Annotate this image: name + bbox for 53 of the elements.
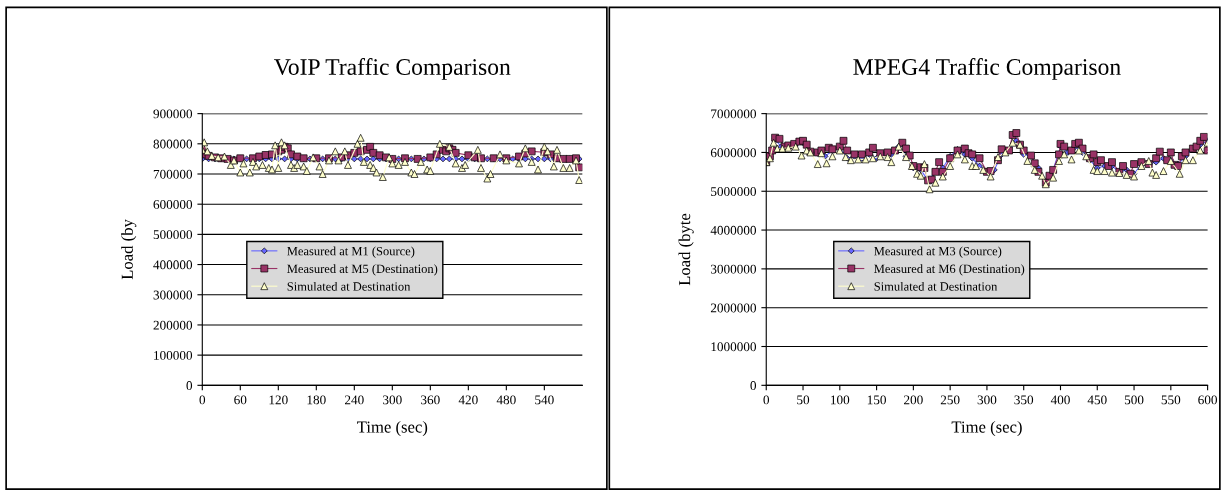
x-tick-label: 600 — [1198, 395, 1217, 405]
chart-title: MPEG4 Traffic Comparison — [853, 58, 1121, 80]
y-axis-title: Load (byte — [678, 213, 694, 286]
legend-label: Simulated at Destination — [287, 281, 411, 291]
y-tick-label: 900000 — [153, 109, 193, 119]
x-tick-label: 200 — [904, 395, 923, 405]
y-tick-label: 3000000 — [710, 264, 757, 274]
y-tick-label: 400000 — [153, 260, 193, 270]
y-tick-label: 600000 — [153, 199, 193, 209]
x-tick-label: 180 — [307, 395, 326, 405]
chart-title: VoIP Traffic Comparison — [274, 58, 511, 80]
y-tick-label: 2000000 — [710, 303, 757, 313]
x-axis-title: Time (sec) — [357, 420, 428, 437]
y-axis-title: Load (by — [121, 219, 137, 280]
legend-label: Measured at M6 (Destination) — [874, 264, 1025, 276]
y-tick-label: 800000 — [153, 139, 193, 149]
x-tick-label: 500 — [1124, 395, 1144, 405]
y-tick-label: 0 — [750, 381, 757, 391]
x-tick-label: 550 — [1161, 395, 1181, 405]
legend-label: Measured at M3 (Source) — [874, 246, 1002, 258]
y-tick-label: 6000000 — [710, 148, 757, 158]
x-tick-label: 300 — [977, 395, 997, 405]
y-tick-label: 1000000 — [711, 342, 757, 352]
y-tick-label: 0 — [186, 381, 193, 391]
x-tick-label: 480 — [496, 395, 516, 405]
y-tick-label: 100000 — [154, 350, 193, 360]
x-tick-label: 240 — [345, 395, 364, 405]
y-tick-label: 7000000 — [711, 109, 757, 119]
x-tick-label: 350 — [1014, 395, 1034, 405]
y-tick-label: 300000 — [153, 290, 193, 300]
y-tick-label: 500000 — [153, 230, 193, 240]
x-tick-label: 540 — [535, 395, 554, 405]
x-tick-label: 120 — [269, 395, 288, 405]
x-tick-label: 60 — [234, 395, 247, 405]
x-tick-label: 450 — [1087, 395, 1107, 405]
legend-label: Simulated at Destination — [874, 281, 998, 291]
legend-label: Measured at M5 (Destination) — [287, 264, 438, 276]
x-tick-label: 0 — [199, 395, 206, 405]
x-tick-label: 300 — [383, 395, 402, 405]
x-tick-label: 100 — [831, 395, 850, 405]
x-tick-label: 150 — [867, 395, 886, 405]
x-tick-label: 50 — [797, 395, 810, 405]
y-tick-label: 200000 — [153, 320, 193, 330]
x-tick-label: 250 — [940, 395, 960, 405]
x-tick-label: 360 — [421, 395, 440, 405]
x-tick-label: 420 — [458, 395, 478, 405]
x-axis-title: Time (sec) — [951, 420, 1022, 437]
y-tick-label: 5000000 — [711, 187, 757, 196]
x-tick-label: 0 — [763, 395, 770, 405]
legend-label: Measured at M1 (Source) — [287, 246, 415, 258]
x-tick-label: 400 — [1050, 395, 1070, 405]
y-tick-label: 700000 — [153, 169, 193, 179]
y-tick-label: 4000000 — [710, 225, 757, 235]
